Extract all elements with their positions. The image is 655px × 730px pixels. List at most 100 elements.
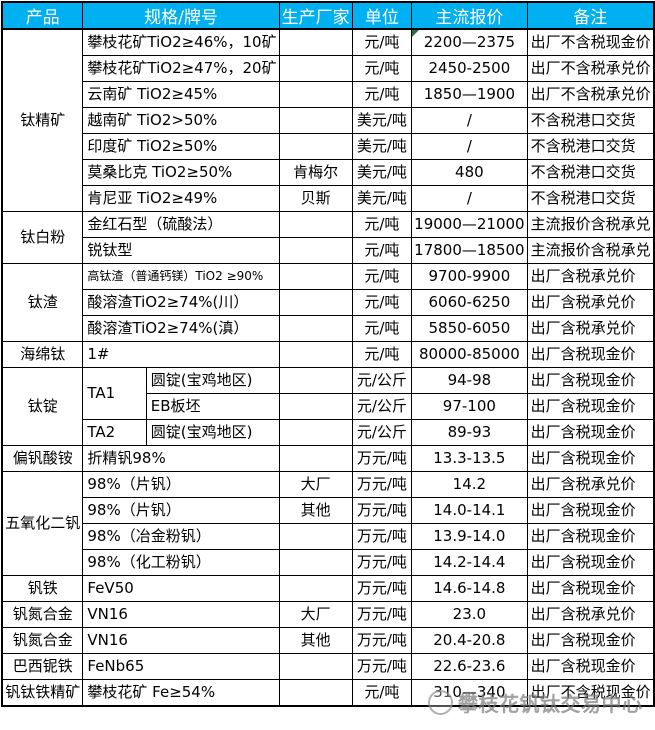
- vendor-cell: 其他: [278, 497, 353, 524]
- spec-cell: 云南矿 TiO2≥45%: [82, 81, 280, 108]
- table-row: 肯尼亚 TiO2≥49% 贝斯 美元/吨 / 不含税港口交货: [2, 185, 655, 212]
- unit-cell: 元/吨: [351, 211, 413, 238]
- vendor-cell: [278, 263, 353, 290]
- unit-cell: 元/吨: [351, 81, 413, 108]
- table-row: 莫桑比克 TiO2≥50% 肯梅尔 美元/吨 480 不含税港口交货: [2, 159, 655, 186]
- price-cell: 6060-6250: [411, 289, 528, 316]
- note-cell: 不含税港口交货: [526, 185, 655, 212]
- note-cell: 出厂含税现金价: [526, 653, 655, 680]
- unit-cell: 元/吨: [351, 289, 413, 316]
- table-row: 五氧化二钒 98%（片钒） 大厂 万元/吨 14.2 出厂含税承兑价: [1, 471, 655, 576]
- unit-cell: 万元/吨: [351, 549, 413, 576]
- product-cell: 钒氮合金: [1, 627, 84, 654]
- table-row: 偏钒酸铵 折精钒98% 万元/吨 13.3-13.5 出厂含税现金价: [1, 445, 655, 472]
- table-row: 酸溶渣TiO2≥74%(滇） 元/吨 5850-6050 出厂含税承兑价: [2, 315, 655, 342]
- price-cell: 13.9-14.0: [411, 523, 528, 550]
- price-table: 产品 规格/牌号 生产厂家 单位 主流报价 备注 钛精矿 攀枝花矿TiO2≥46…: [1, 1, 655, 707]
- note-cell: 出厂含税现金价: [526, 341, 655, 368]
- note-cell: 出厂含税承兑价: [526, 471, 655, 498]
- note-cell: 出厂不含税现金价: [526, 28, 655, 56]
- spec-cell: 印度矿 TiO2≥50%: [82, 133, 280, 160]
- vendor-cell: 贝斯: [278, 185, 353, 212]
- spec-cell: FeNb65: [82, 653, 280, 680]
- unit-cell: 万元/吨: [351, 653, 413, 680]
- vendor-cell: 其他: [278, 627, 353, 654]
- vendor-cell: [278, 653, 353, 680]
- unit-cell: 元/公斤: [351, 419, 413, 446]
- vendor-cell: [278, 315, 353, 342]
- product-cell: 偏钒酸铵: [1, 445, 84, 472]
- table-row: 巴西铌铁 FeNb65 万元/吨 22.6-23.6 出厂含税现金价: [1, 653, 655, 680]
- col-header-spec: 规格/牌号: [82, 1, 280, 30]
- vendor-cell: [278, 55, 353, 82]
- price-cell: 13.3-13.5: [411, 445, 528, 472]
- spec-cell: 越南矿 TiO2>50%: [82, 107, 280, 134]
- vendor-cell: [278, 28, 353, 56]
- vendor-cell: [278, 211, 353, 238]
- table-row: 云南矿 TiO2≥45% 元/吨 1850—1900 出厂不含税承兑价: [2, 81, 655, 108]
- note-cell: 出厂含税现金价: [526, 549, 655, 576]
- price-cell: 94-98: [411, 367, 528, 394]
- col-header-manufacturer: 生产厂家: [278, 1, 353, 30]
- table-row: 海绵钛 1# 元/吨 80000-85000 出厂含税现金价: [1, 341, 655, 368]
- product-cell: 钒铁: [1, 575, 84, 602]
- unit-cell: 元/吨: [351, 237, 413, 264]
- vendor-cell: [278, 679, 353, 707]
- spec-cell: 攀枝花矿TiO2≥46%，10矿: [82, 28, 280, 56]
- price-cell: 80000-85000: [411, 341, 528, 368]
- spec-cell: 98%（片钒）: [82, 471, 280, 498]
- price-cell: 14.2: [411, 471, 528, 498]
- vendor-cell: 肯梅尔: [278, 159, 353, 186]
- spec-cell: 肯尼亚 TiO2≥49%: [82, 185, 280, 212]
- note-cell: 出厂含税承兑价: [526, 601, 655, 628]
- unit-cell: 元/吨: [351, 315, 413, 342]
- product-cell: 钛渣: [1, 263, 84, 342]
- vendor-cell: [278, 445, 353, 472]
- vendor-cell: [278, 341, 353, 368]
- price-cell: 1850—1900: [411, 81, 528, 108]
- note-cell: 出厂含税承兑价: [526, 263, 655, 290]
- table-row: 印度矿 TiO2≥50% 美元/吨 / 不含税港口交货: [2, 133, 655, 160]
- note-cell: 不含税港口交货: [526, 133, 655, 160]
- spec-cell: 莫桑比克 TiO2≥50%: [82, 159, 280, 186]
- unit-cell: 万元/吨: [351, 497, 413, 524]
- spec-cell: FeV50: [82, 575, 280, 602]
- table-row: 越南矿 TiO2>50% 美元/吨 / 不含税港口交货: [2, 107, 655, 134]
- vendor-cell: [278, 523, 353, 550]
- spec-grade-cell: TA2: [82, 419, 147, 446]
- table-row: 钛精矿 攀枝花矿TiO2≥46%，10矿 元/吨 2200—2375 出厂不含税…: [1, 28, 655, 212]
- spec-cell: 金红石型（硫酸法）: [82, 211, 280, 238]
- price-cell: 14.0-14.1: [411, 497, 528, 524]
- unit-cell: 元/吨: [351, 28, 413, 56]
- note-cell: 出厂含税现金价: [526, 393, 655, 420]
- spec-grade-cell: TA1: [82, 367, 147, 420]
- vendor-cell: [278, 367, 353, 394]
- spec-cell: 折精钒98%: [82, 445, 280, 472]
- vendor-cell: [278, 237, 353, 264]
- price-cell: 89-93: [411, 419, 528, 446]
- col-header-note: 备注: [526, 1, 655, 30]
- price-cell: 310—340: [411, 679, 528, 707]
- spec-cell: 攀枝花矿TiO2≥47%，20矿: [82, 55, 280, 82]
- vendor-cell: [278, 81, 353, 108]
- note-cell: 出厂含税现金价: [526, 445, 655, 472]
- spec-form-cell: EB板坯: [145, 393, 280, 420]
- note-cell: 不含税港口交货: [526, 159, 655, 186]
- price-cell: 20.4-20.8: [411, 627, 528, 654]
- table-row: TA2 圆锭(宝鸡地区) 元/公斤 89-93 出厂含税现金价: [2, 419, 655, 446]
- spec-cell: 酸溶渣TiO2≥74%(川）: [82, 289, 280, 316]
- col-header-product: 产品: [1, 1, 84, 30]
- unit-cell: 元/公斤: [351, 393, 413, 420]
- product-cell: 海绵钛: [1, 341, 84, 368]
- product-cell: 钛精矿: [1, 28, 84, 212]
- price-cell: 480: [411, 159, 528, 186]
- note-cell: 出厂含税现金价: [526, 627, 655, 654]
- product-cell: 五氧化二钒: [1, 471, 84, 576]
- spec-cell: 酸溶渣TiO2≥74%(滇）: [82, 315, 280, 342]
- note-cell: 出厂含税承兑价: [526, 289, 655, 316]
- unit-cell: 美元/吨: [351, 107, 413, 134]
- excel-error-flag-icon: [412, 30, 420, 37]
- price-cell: /: [411, 133, 528, 160]
- vendor-cell: 大厂: [278, 471, 353, 498]
